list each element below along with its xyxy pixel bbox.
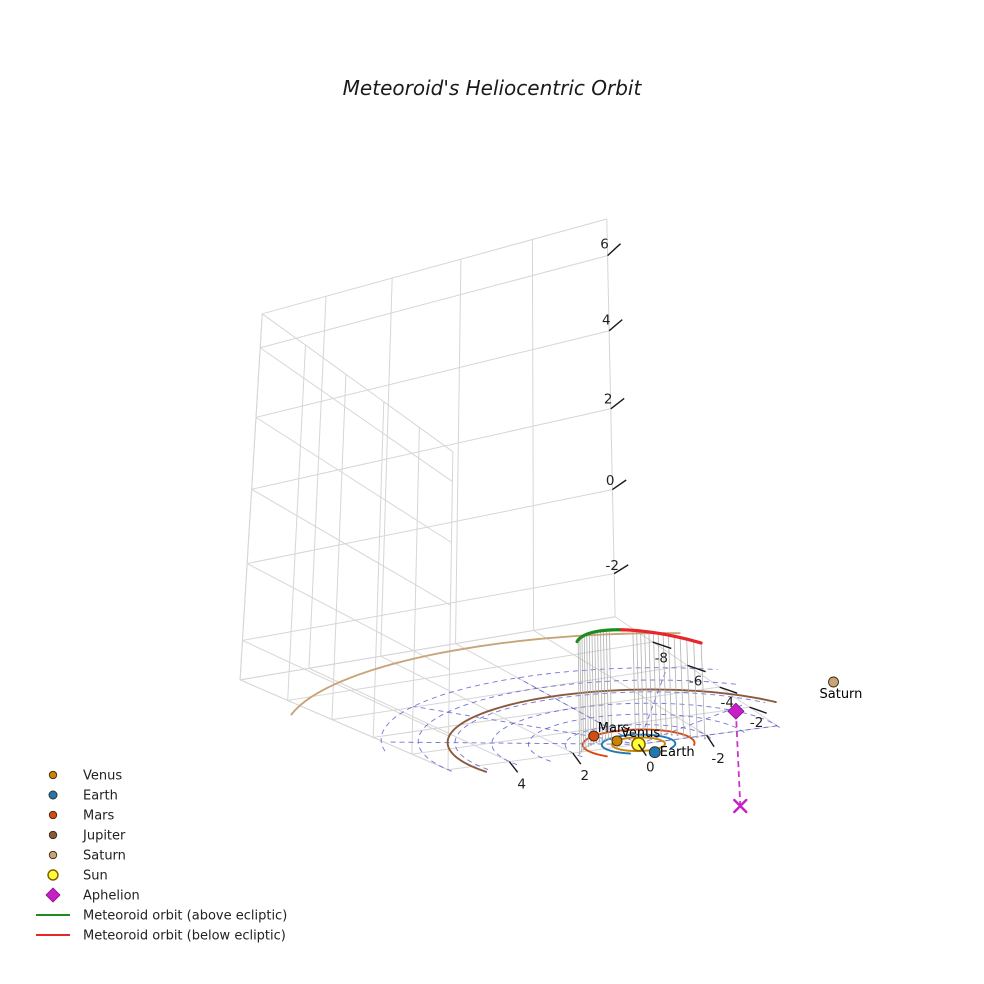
z-tick-label: 4 [602,313,611,329]
x-tick-label: -4 [720,695,733,711]
planet-dot [611,735,623,747]
legend-label: Meteoroid orbit (below ecliptic) [83,929,286,944]
legend-item-earth[interactable]: Earth [48,789,118,804]
planet-dot [588,730,600,742]
body-label-mars: Mars [598,721,630,736]
legend-item-jupiter[interactable]: Jupiter [48,829,126,844]
legend-item-mars[interactable]: Mars [48,809,115,824]
legend-label: Jupiter [82,829,126,844]
planet-dot [828,676,839,688]
page-title: Meteoroid's Heliocentric Orbit [343,76,643,100]
x-tick-label: -2 [750,715,763,731]
legend-label: Sun [83,869,108,884]
y-tick-label: 4 [517,776,526,792]
legend: Venus Earth Mars Jupiter Saturn Sun Aphelion Me… [36,769,287,944]
z-tick-label: 0 [606,473,615,489]
z-tick-label: 6 [600,237,609,253]
legend-dot-swatch [47,869,59,881]
legend-label: Aphelion [83,889,140,904]
aphelion-marker [727,702,748,814]
legend-item-saturn[interactable]: Saturn [48,849,126,864]
legend-item-venus[interactable]: Venus [48,769,122,784]
meteoroid-orbit-track [575,628,703,645]
meteoroid-droplines [577,630,706,755]
axis-ticks: -8 -6 -4 -2 -2 0 2 4 -2 0 2 4 6 [508,237,767,792]
legend-dot-swatch [48,770,58,780]
legend-dot-swatch [48,790,58,800]
legend-item-meteoroid-orbit-above-ecliptic[interactable]: Meteoroid orbit (above ecliptic) [36,909,287,924]
legend-label: Meteoroid orbit (above ecliptic) [83,909,287,924]
legend-dot-swatch [48,830,58,840]
legend-label: Saturn [83,849,126,864]
x-tick-label: -8 [655,650,668,666]
legend-label: Mars [83,809,115,824]
y-tick-label: 0 [646,760,655,776]
x-tick-label: -6 [689,674,702,690]
legend-item-aphelion[interactable]: Aphelion [45,887,140,904]
legend-label: Earth [83,789,118,804]
planet-orbit-paths [290,632,777,773]
legend-diamond-swatch [45,887,61,903]
y-tick-label: -2 [711,751,724,767]
legend-dot-swatch [48,810,58,820]
body-label-venus: Venus [621,726,660,741]
planet-dot [648,746,661,759]
body-label-earth: Earth [660,745,695,760]
z-tick-label: -2 [605,558,618,574]
z-tick-label: 2 [604,391,613,407]
y-tick-label: 2 [581,768,590,784]
body-label-saturn: Saturn [820,687,863,702]
legend-label: Venus [83,769,122,784]
legend-item-sun[interactable]: Sun [47,869,108,884]
legend-item-meteoroid-orbit-below-ecliptic[interactable]: Meteoroid orbit (below ecliptic) [36,929,286,944]
legend-dot-swatch [48,850,58,860]
